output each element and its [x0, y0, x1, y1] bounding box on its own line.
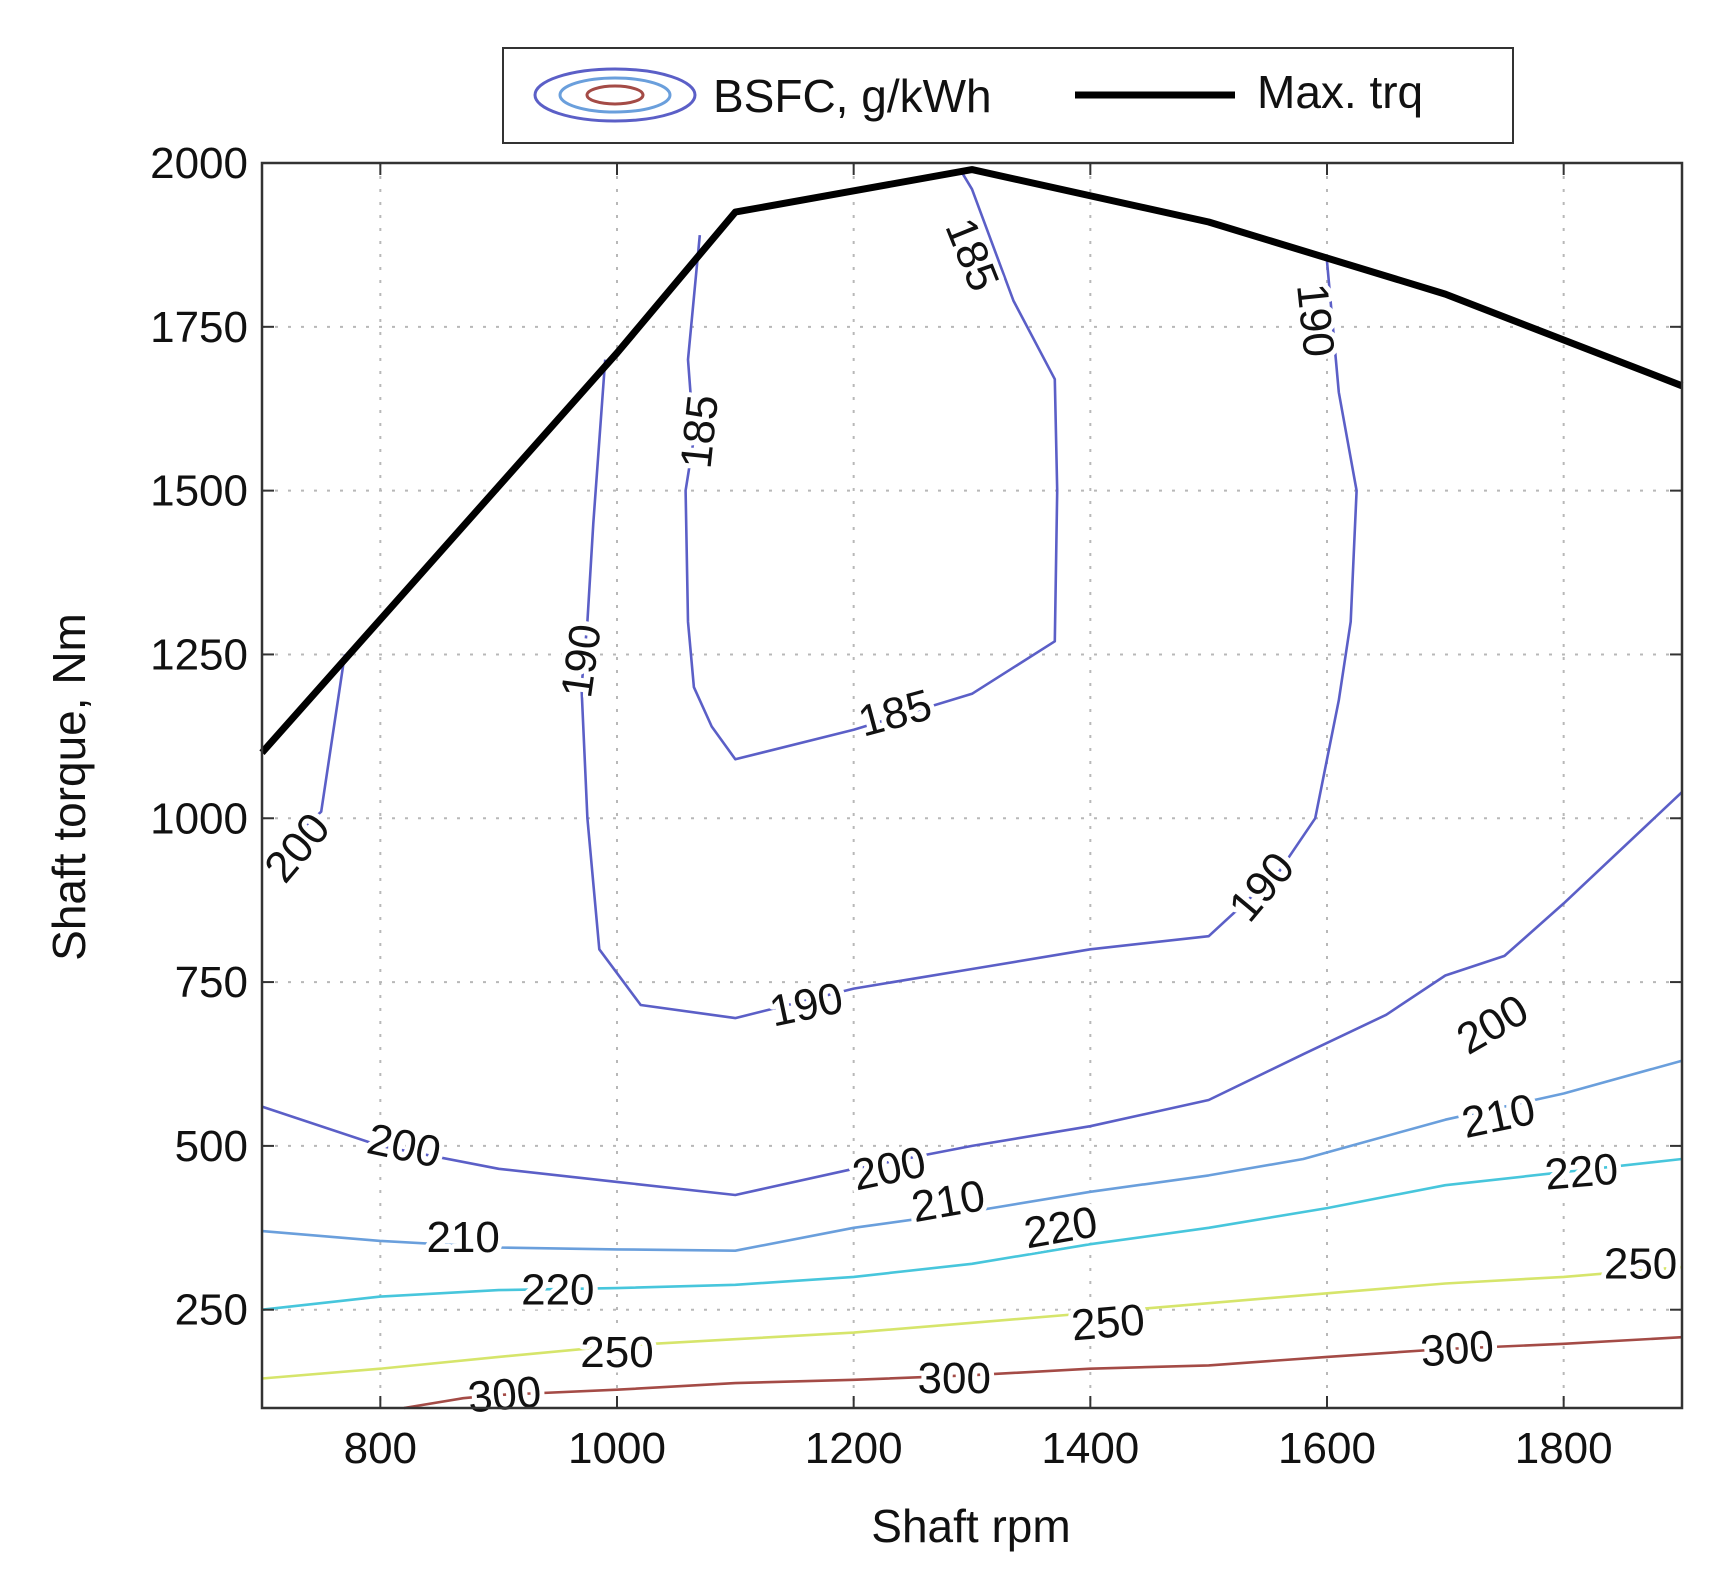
contour-line-250 — [261, 1265, 1683, 1380]
contour-label: 210 — [426, 1213, 499, 1262]
plot-frame — [260, 161, 1684, 1410]
contour-line-210 — [261, 1059, 1683, 1252]
y-tick-label: 1750 — [150, 303, 248, 352]
x-tick-label: 1000 — [568, 1424, 666, 1473]
x-tick-label: 1400 — [1041, 1424, 1139, 1473]
bsfc-contour-icon — [533, 67, 697, 123]
x-tick-label: 1600 — [1278, 1424, 1376, 1473]
y-tick-label: 750 — [175, 958, 248, 1007]
y-axis-title: Shaft torque, Nm — [43, 613, 95, 961]
x-tick-label: 800 — [344, 1424, 417, 1473]
contour-label: 300 — [466, 1367, 543, 1422]
max-torque-curve — [259, 166, 1684, 756]
contour-label: 300 — [1418, 1321, 1495, 1376]
contour-label: 250 — [1069, 1295, 1146, 1350]
contour-line-200 — [261, 654, 347, 866]
contour-label: 220 — [1543, 1144, 1620, 1199]
contour-line-185 — [684, 168, 1059, 761]
y-tick-label: 1250 — [150, 630, 248, 679]
contour-label: 250 — [580, 1328, 653, 1377]
max-torque-line — [259, 166, 1684, 756]
contour-label: 185 — [672, 393, 728, 471]
y-tick-label: 500 — [175, 1122, 248, 1171]
contour-label: 250 — [1604, 1239, 1677, 1288]
y-tick-label: 1000 — [150, 794, 248, 843]
contour-label: 190 — [552, 621, 611, 701]
x-tick-label: 1200 — [805, 1424, 903, 1473]
y-tick-label: 250 — [175, 1286, 248, 1335]
legend-label-max-torque: Max. trq — [1257, 66, 1423, 118]
contour-line-200 — [261, 791, 1683, 1197]
contour-line-220 — [261, 1157, 1683, 1311]
contour-lines — [261, 168, 1683, 1410]
y-tick-label: 2000 — [150, 139, 248, 188]
contour-line-190 — [580, 261, 1358, 1020]
axis-ticks: 800 1000 1200 1400 1600 1800 250 500 750 1000 1250… — [150, 139, 1682, 1473]
contour-label: 190 — [1287, 281, 1343, 359]
x-tick-label: 1800 — [1515, 1424, 1613, 1473]
y-tick-label: 1500 — [150, 467, 248, 516]
contour-label: 300 — [918, 1354, 991, 1403]
x-axis-title: Shaft rpm — [871, 1500, 1070, 1552]
contour-label: 220 — [521, 1266, 594, 1315]
legend: BSFC, g/kWh Max. trq — [502, 47, 1514, 144]
legend-label-bsfc: BSFC, g/kWh — [713, 70, 992, 122]
contour-line-300 — [403, 1335, 1683, 1410]
